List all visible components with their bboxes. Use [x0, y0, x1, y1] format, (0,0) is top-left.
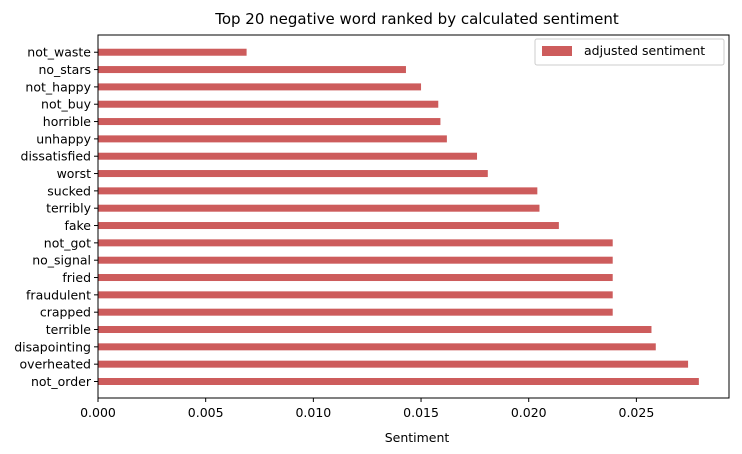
y-tick-label: not_got: [44, 235, 91, 250]
y-tick-label: fraudulent: [26, 287, 91, 302]
y-tick-label: overheated: [20, 357, 91, 372]
legend: adjusted sentiment: [534, 38, 725, 66]
bar-not_buy: [98, 100, 439, 108]
bars-layer: [98, 48, 699, 385]
bar-disapointing: [98, 343, 656, 351]
x-tick-label: 0.025: [619, 405, 655, 420]
y-tick-label: fried: [62, 270, 91, 285]
x-tick-label: 0.010: [295, 405, 331, 420]
bar-terribly: [98, 204, 540, 212]
plot-frame: [97, 34, 730, 399]
bar-worst: [98, 170, 488, 178]
x-tick-layer: 0.000 0.005 0.010 0.015 0.020 0.025: [80, 398, 654, 420]
y-tick-label: fake: [64, 218, 91, 233]
bar-unhappy: [98, 135, 447, 143]
legend-label: adjusted sentiment: [584, 43, 705, 58]
x-tick-label: 0.005: [188, 405, 224, 420]
y-tick-label: no_signal: [32, 253, 91, 268]
bar-horrible: [98, 118, 441, 126]
bar-crapped: [98, 308, 613, 316]
bar-fraudulent: [98, 291, 613, 299]
y-tick-label: dissatisfied: [21, 149, 91, 164]
y-tick-label: not_waste: [27, 45, 91, 60]
bar-not_waste: [98, 48, 247, 56]
y-tick-label: terribly: [46, 201, 92, 216]
bar-fake: [98, 222, 559, 230]
bar-not_order: [98, 378, 699, 385]
legend-box: [534, 38, 725, 66]
x-tick-label: 0.015: [403, 405, 439, 420]
y-tick-layer: not_order overheated disapointing terrible c…: [14, 45, 98, 389]
y-tick-label: unhappy: [36, 131, 91, 146]
y-tick-label: worst: [57, 166, 92, 181]
bar-not_got: [98, 239, 613, 247]
y-tick-label: disapointing: [14, 339, 91, 354]
y-tick-label: terrible: [46, 322, 92, 337]
x-tick-label: 0.000: [80, 405, 116, 420]
bar-dissatisfied: [98, 152, 478, 160]
bar-no_stars: [98, 66, 406, 74]
y-tick-label: sucked: [47, 183, 91, 198]
x-tick-label: 0.020: [511, 405, 547, 420]
bar-fried: [98, 274, 613, 282]
y-tick-label: not_buy: [41, 97, 92, 112]
bar-no_signal: [98, 256, 613, 264]
x-axis-label: Sentiment: [385, 430, 450, 445]
y-tick-label: no_stars: [38, 62, 91, 77]
bar-sucked: [98, 187, 538, 195]
bar-not_happy: [98, 83, 422, 91]
y-tick-label: horrible: [43, 114, 92, 129]
y-tick-label: not_order: [31, 374, 92, 389]
y-tick-label: crapped: [40, 305, 91, 320]
bar-overheated: [98, 360, 689, 368]
y-tick-label: not_happy: [25, 79, 91, 94]
legend-swatch: [542, 46, 572, 56]
chart-title: Top 20 negative word ranked by calculate…: [214, 10, 619, 28]
bar-terrible: [98, 326, 652, 334]
